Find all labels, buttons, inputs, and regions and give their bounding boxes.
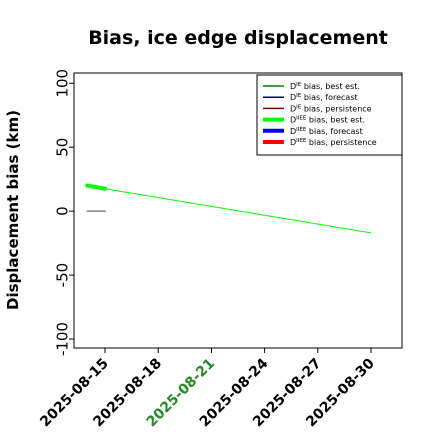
y-tick-label: 100 [53, 69, 71, 98]
legend-entry: DIIEE bias, forecast [290, 127, 363, 136]
y-tick-label: -50 [53, 263, 71, 288]
legend-entry: DIE bias, persistence [290, 104, 372, 113]
y-axis: 100 50 0 -50 -100 [53, 69, 74, 356]
legend: DIE bias, best est. DIE bias, forecast DIE… [256, 74, 403, 156]
legend-entry: DIIEE bias, best est. [290, 116, 365, 125]
legend-entry: DIE bias, best est. [290, 82, 360, 91]
legend-entry: DIE bias, forecast [290, 93, 358, 102]
series-line [104, 188, 372, 234]
x-axis: 2025-08-152025-08-182025-08-212025-08-24… [37, 348, 378, 430]
legend-entry: DIIEE bias, persistence [290, 138, 377, 147]
y-tick-label: 50 [53, 138, 71, 157]
chart-title: Bias, ice edge displacement [88, 27, 388, 49]
plot-frame [73, 72, 403, 349]
y-tick-label: 0 [53, 206, 71, 216]
y-axis-label: Displacement bias (km) [4, 110, 22, 310]
series-lines [85, 183, 372, 234]
y-tick-label: -100 [53, 322, 71, 356]
series-line [85, 183, 108, 191]
